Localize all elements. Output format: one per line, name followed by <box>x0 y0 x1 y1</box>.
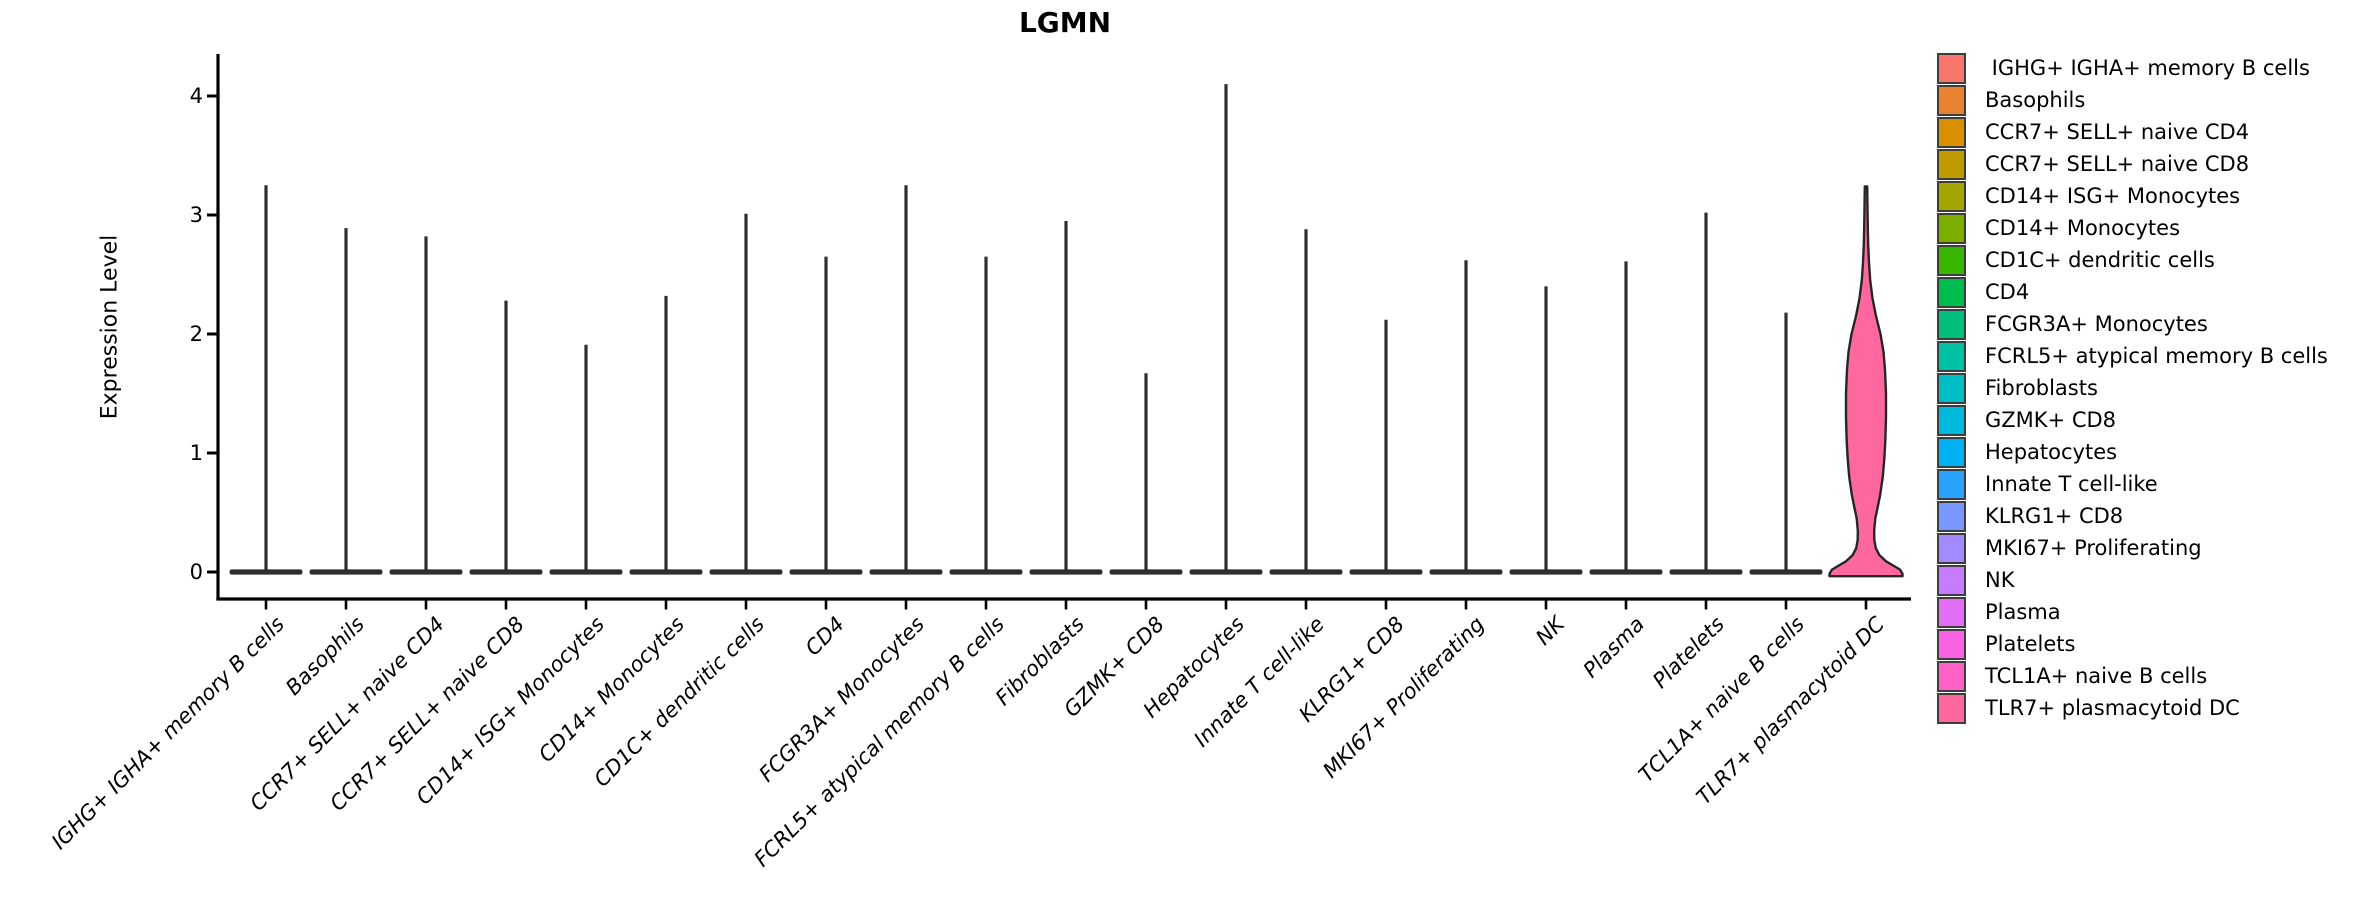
legend-label: FCRL5+ atypical memory B cells <box>1985 344 2328 368</box>
legend-item: CCR7+ SELL+ naive CD8 <box>1937 148 2328 180</box>
legend-key-swatch <box>1937 212 1966 244</box>
legend-key-swatch <box>1937 564 1966 596</box>
legend-item: TLR7+ plasmacytoid DC <box>1937 692 2328 724</box>
y-tick-label: 2 <box>189 322 203 346</box>
legend-item: Hepatocytes <box>1937 436 2328 468</box>
legend-label: CD14+ Monocytes <box>1985 216 2181 240</box>
legend-label: Fibroblasts <box>1985 376 2098 400</box>
violin-body-highlight <box>1828 185 1904 578</box>
legend-label: NK <box>1985 568 2015 592</box>
legend-label: TLR7+ plasmacytoid DC <box>1985 696 2240 720</box>
legend-label: CCR7+ SELL+ naive CD8 <box>1985 152 2250 176</box>
legend-label: CD14+ ISG+ Monocytes <box>1985 184 2241 208</box>
legend-item: KLRG1+ CD8 <box>1937 500 2328 532</box>
legend-key-swatch <box>1937 180 1966 212</box>
legend-key-swatch <box>1937 596 1966 628</box>
legend-key-swatch <box>1937 84 1966 116</box>
legend-item: Innate T cell-like <box>1937 468 2328 500</box>
legend-key-swatch <box>1937 276 1966 308</box>
legend-label: CD1C+ dendritic cells <box>1985 248 2215 272</box>
legend-key-swatch <box>1937 116 1966 148</box>
legend-label: Hepatocytes <box>1985 440 2118 464</box>
legend-item: CD4 <box>1937 276 2328 308</box>
y-tick-label: 1 <box>189 441 203 465</box>
legend-label: Innate T cell-like <box>1985 472 2158 496</box>
legend-label: MKI67+ Proliferating <box>1985 536 2202 560</box>
legend-item: NK <box>1937 564 2328 596</box>
legend-item: Platelets <box>1937 628 2328 660</box>
y-tick-label: 4 <box>189 84 203 108</box>
legend-label: IGHG+ IGHA+ memory B cells <box>1985 56 2310 80</box>
legend-item: Plasma <box>1937 596 2328 628</box>
legend-key-swatch <box>1937 660 1966 692</box>
legend-key-swatch <box>1937 628 1966 660</box>
legend-key-swatch <box>1937 532 1966 564</box>
legend-key-swatch <box>1937 468 1966 500</box>
legend-key-swatch <box>1937 340 1966 372</box>
legend-item: CCR7+ SELL+ naive CD4 <box>1937 116 2328 148</box>
legend-key-swatch <box>1937 500 1966 532</box>
legend-label: Plasma <box>1985 600 2061 624</box>
legend-item: CD1C+ dendritic cells <box>1937 244 2328 276</box>
legend-label: FCGR3A+ Monocytes <box>1985 312 2208 336</box>
legend-item: MKI67+ Proliferating <box>1937 532 2328 564</box>
legend-key-swatch <box>1937 404 1966 436</box>
legend-key-swatch <box>1937 52 1966 84</box>
legend: IGHG+ IGHA+ memory B cells Basophils CCR7+… <box>1937 52 2328 724</box>
legend-item: TCL1A+ naive B cells <box>1937 660 2328 692</box>
legend-label: GZMK+ CD8 <box>1985 408 2117 432</box>
legend-key-swatch <box>1937 692 1966 724</box>
y-axis-title-text: Expression Level <box>97 234 123 420</box>
legend-label: Basophils <box>1985 88 2086 112</box>
legend-label: KLRG1+ CD8 <box>1985 504 2124 528</box>
legend-key-swatch <box>1937 308 1966 340</box>
legend-key-swatch <box>1937 148 1966 180</box>
legend-item: CD14+ Monocytes <box>1937 212 2328 244</box>
legend-key-swatch <box>1937 372 1966 404</box>
legend-item: IGHG+ IGHA+ memory B cells <box>1937 52 2328 84</box>
legend-item: CD14+ ISG+ Monocytes <box>1937 180 2328 212</box>
chart-title: LGMN <box>1018 6 1112 39</box>
legend-item: GZMK+ CD8 <box>1937 404 2328 436</box>
legend-item: Basophils <box>1937 84 2328 116</box>
legend-label: CCR7+ SELL+ naive CD4 <box>1985 120 2250 144</box>
legend-key-swatch <box>1937 436 1966 468</box>
legend-key-swatch <box>1937 244 1966 276</box>
legend-label: CD4 <box>1985 280 2030 304</box>
legend-label: TCL1A+ naive B cells <box>1985 664 2208 688</box>
legend-label: Platelets <box>1985 632 2076 656</box>
legend-item: FCGR3A+ Monocytes <box>1937 308 2328 340</box>
legend-item: FCRL5+ atypical memory B cells <box>1937 340 2328 372</box>
y-tick-label: 3 <box>189 203 203 227</box>
legend-item: Fibroblasts <box>1937 372 2328 404</box>
y-tick-label: 0 <box>189 560 203 584</box>
